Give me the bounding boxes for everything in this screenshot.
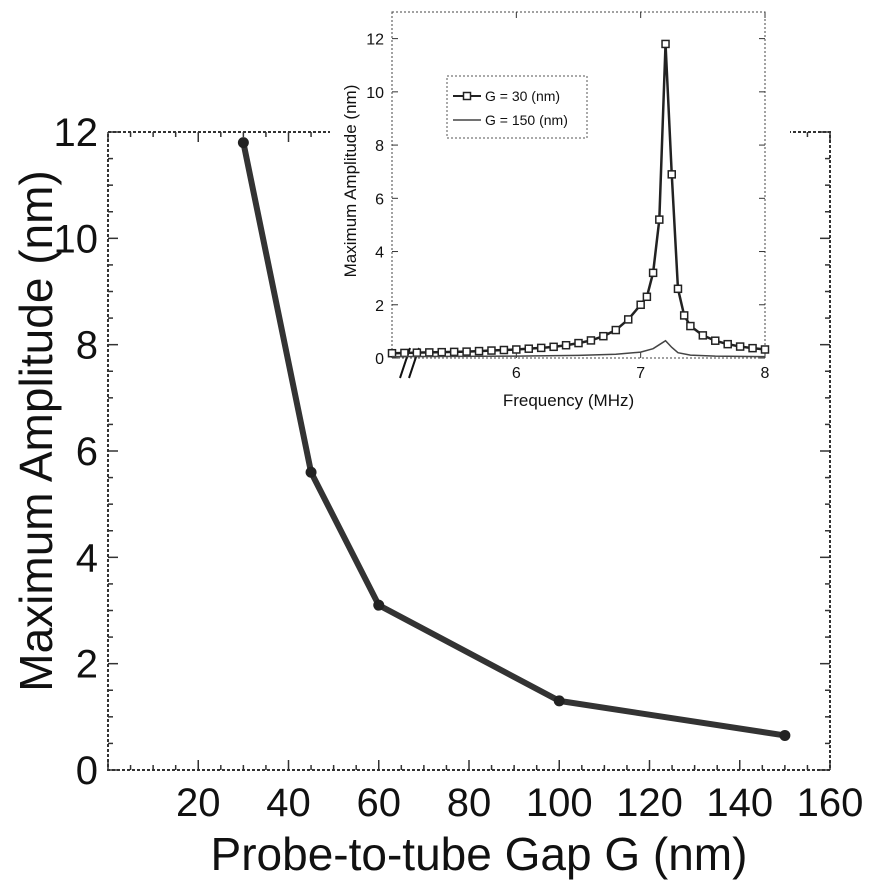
x-tick-label: 40: [266, 781, 311, 825]
inset-frame: [391, 11, 766, 359]
y-tick-label: 10: [54, 217, 99, 261]
inset-y-tick-label: 4: [375, 245, 384, 262]
inset-data-marker: [760, 345, 770, 354]
inset-data-marker: [400, 348, 409, 358]
inset-data-marker: [748, 343, 757, 353]
inset-series-line: [391, 339, 766, 358]
inset-x-axis-label: Frequency (MHz): [503, 391, 634, 410]
inset-data-marker: [536, 343, 546, 353]
x-tick-label: 20: [176, 781, 221, 825]
inset-x-tick-label: 6: [512, 365, 521, 382]
inset-y-tick-label: 12: [366, 32, 384, 49]
inset-data-marker: [661, 39, 670, 49]
inset-y-tick-label: 10: [366, 85, 384, 102]
inset-data-marker: [387, 348, 397, 358]
inset-y-tick-label: 2: [375, 298, 384, 315]
legend-box: [446, 75, 588, 139]
y-tick-label: 12: [54, 111, 99, 155]
inset-data-marker: [636, 300, 645, 310]
inset-data-marker: [574, 338, 583, 348]
x-tick-label: 120: [616, 781, 683, 825]
legend-label: G = 30 (nm): [485, 88, 560, 104]
main-plot: 20 40 60 80 100 120 140 160024681012Probe-to-tu…: [10, 111, 863, 880]
inset-data-marker: [512, 345, 521, 354]
inset-data-marker: [437, 347, 446, 357]
y-tick-label: 2: [76, 643, 98, 687]
inset-data-marker: [648, 268, 658, 278]
inset-data-marker: [487, 346, 496, 355]
inset-y-tick-label: 0: [375, 351, 384, 368]
inset-data-marker: [586, 336, 596, 345]
inset-data-marker: [679, 311, 689, 320]
inset-y-tick-label: 6: [375, 191, 384, 208]
inset-data-marker: [735, 342, 745, 351]
y-tick-label: 4: [76, 536, 98, 580]
inset-data-marker: [449, 347, 459, 357]
inset-data-marker: [412, 348, 422, 357]
y-axis-label: Maximum Amplitude (nm): [10, 170, 62, 691]
data-point: [553, 695, 565, 707]
inset-data-marker: [686, 321, 695, 331]
inset-data-marker: [698, 331, 708, 340]
inset-data-marker: [667, 170, 676, 179]
inset-data-marker: [474, 346, 484, 356]
x-tick-label: 100: [526, 781, 593, 825]
y-tick-label: 0: [76, 749, 98, 793]
inset-data-marker: [425, 348, 434, 357]
inset-data-marker: [549, 342, 558, 352]
data-point: [779, 729, 791, 741]
x-tick-label: 140: [706, 781, 773, 825]
data-point: [237, 137, 249, 149]
inset-data-marker: [462, 347, 471, 356]
x-tick-label: 160: [797, 781, 864, 825]
x-tick-label: 60: [357, 781, 402, 825]
legend-swatch-marker: [462, 91, 472, 101]
inset-data-marker: [642, 292, 652, 302]
x-axis-label: Probe-to-tube Gap G (nm): [211, 828, 748, 880]
inset-y-axis-label: Maximum Amplitude (nm): [341, 85, 360, 278]
data-point: [305, 466, 317, 478]
legend-label: G = 150 (nm): [485, 112, 568, 128]
inset-x-tick-label: 7: [636, 365, 645, 382]
y-tick-label: 6: [76, 430, 98, 474]
inset-data-marker: [524, 344, 534, 353]
inset-data-marker: [623, 315, 633, 324]
y-tick-label: 8: [76, 324, 98, 368]
inset-data-marker: [655, 215, 664, 224]
x-tick-label: 80: [447, 781, 492, 825]
inset-data-marker: [711, 336, 720, 345]
inset-x-tick-label: 8: [761, 365, 770, 382]
inset-data-marker: [499, 345, 509, 355]
inset-data-marker: [673, 284, 683, 294]
inset-y-tick-label: 8: [375, 138, 384, 155]
inset-plot: 6 7 8 0 2 4 6 8 10 12 Frequency (MHz) Maximum Ampli…: [330, 0, 790, 418]
inset-data-marker: [599, 331, 608, 341]
inset-data-marker: [611, 325, 621, 335]
data-point: [373, 599, 385, 611]
inset-data-marker: [561, 340, 571, 350]
inset-data-marker: [723, 339, 732, 349]
inset-background: [330, 0, 790, 418]
